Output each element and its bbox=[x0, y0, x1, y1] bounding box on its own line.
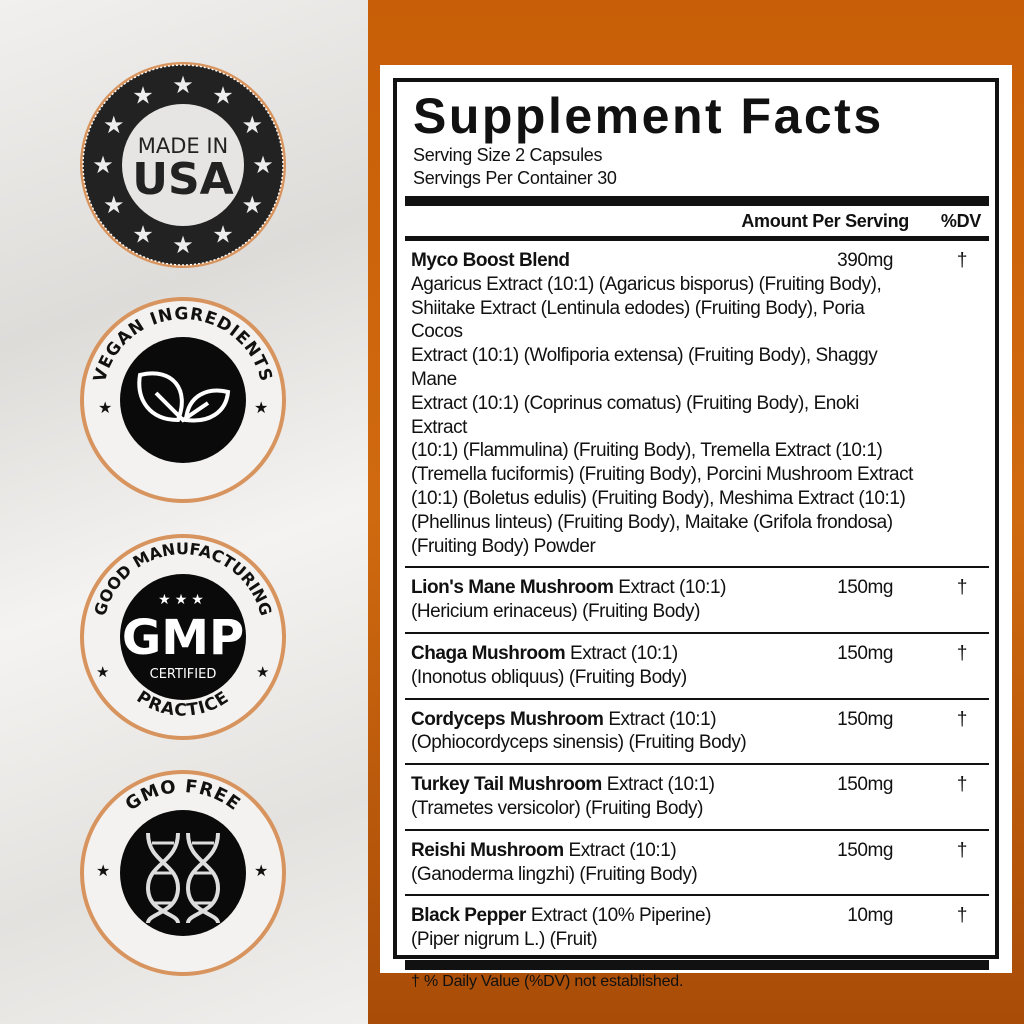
ingredient-row: Reishi Mushroom Extract (10:1) (Ganoderm… bbox=[405, 831, 989, 897]
star-icon: ★ bbox=[172, 232, 194, 259]
facts-title: Supplement Facts bbox=[413, 88, 884, 144]
ingredient-detail: (Hericium erinaceus) (Fruiting Body) bbox=[411, 601, 700, 623]
star-icon: ★ bbox=[92, 152, 114, 179]
ingredient-extract: Extract (10% Piperine) bbox=[526, 905, 712, 927]
star-icon: ★ bbox=[172, 72, 194, 99]
ingredient-row: Chaga Mushroom Extract (10:1) (Inonotus … bbox=[405, 634, 989, 700]
ingredient-amount: 150mg bbox=[837, 577, 893, 599]
made-in-usa-badge: ★ ★ ★ ★ ★ ★ ★ ★ ★ ★ ★ ★ MADE IN USA bbox=[80, 62, 286, 268]
ingredient-name: Turkey Tail Mushroom bbox=[411, 774, 602, 796]
gmp-badge: GOOD MANUFACTURING PRACTICE ★ ★ ★★★ GMP … bbox=[80, 534, 286, 740]
ingredient-dv: † bbox=[956, 839, 968, 861]
ingredient-extract: Extract (10:1) bbox=[601, 774, 715, 796]
star-icon: ★ bbox=[256, 664, 269, 681]
ingredient-amount: 390mg bbox=[837, 250, 893, 271]
ingredient-name: Cordyceps Mushroom bbox=[411, 708, 604, 730]
ingredient-extract: Extract (10:1) bbox=[603, 708, 717, 730]
star-icon: ★ bbox=[254, 863, 268, 880]
ingredient-detail: (Trametes versicolor) (Fruiting Body) bbox=[411, 797, 703, 819]
ingredient-name: Myco Boost Blend bbox=[411, 250, 570, 271]
serving-size: Serving Size 2 Capsules bbox=[413, 145, 603, 165]
ingredient-detail: (Piper nigrum L.) (Fruit) bbox=[411, 929, 598, 951]
ingredient-amount: 10mg bbox=[847, 905, 893, 927]
ingredient-detail: (Ophiocordyceps sinensis) (Fruiting Body… bbox=[411, 732, 747, 754]
ingredient-extract: Extract (10:1) bbox=[563, 839, 677, 861]
ingredient-detail: Agaricus Extract (10:1) (Agaricus bispor… bbox=[411, 273, 914, 557]
ingredient-row: Myco Boost Blend Agaricus Extract (10:1)… bbox=[405, 241, 989, 569]
ingredient-extract: Extract (10:1) bbox=[565, 642, 678, 664]
gmp-text: GMP bbox=[122, 610, 244, 666]
certified-text: CERTIFIED bbox=[150, 667, 217, 682]
ingredient-dv: † bbox=[956, 708, 968, 730]
star-icon: ★ bbox=[212, 221, 234, 248]
stars-icon: ★★★ bbox=[158, 591, 208, 607]
star-icon: ★ bbox=[132, 83, 154, 110]
dv-header: %DV bbox=[940, 211, 981, 231]
ingredient-amount: 150mg bbox=[837, 839, 893, 861]
ingredient-row: Black Pepper Extract (10% Piperine) (Pip… bbox=[405, 896, 989, 960]
amount-header: Amount Per Serving bbox=[741, 211, 909, 231]
badge-line1: MADE IN bbox=[138, 134, 229, 158]
star-icon: ★ bbox=[252, 152, 274, 179]
ingredient-name: Black Pepper bbox=[411, 905, 526, 927]
ingredient-extract: Extract (10:1) bbox=[613, 577, 726, 599]
vegan-ingredients-badge: VEGAN INGREDIENTS ★ ★ bbox=[80, 297, 286, 503]
ingredient-dv: † bbox=[956, 774, 968, 796]
ingredient-amount: 150mg bbox=[837, 708, 893, 730]
star-icon: ★ bbox=[103, 192, 125, 219]
ingredient-name: Reishi Mushroom bbox=[411, 839, 564, 861]
dna-icon bbox=[145, 832, 221, 924]
ingredient-detail: (Inonotus obliquus) (Fruiting Body) bbox=[411, 666, 687, 688]
star-icon: ★ bbox=[96, 863, 110, 880]
ingredient-row: Turkey Tail Mushroom Extract (10:1) (Tra… bbox=[405, 765, 989, 831]
badge-line2: USA bbox=[132, 154, 233, 205]
ingredient-name: Lion's Mane Mushroom bbox=[411, 577, 614, 599]
gmo-free-badge: GMO FREE ★ ★ bbox=[80, 770, 286, 976]
leaf-icon bbox=[137, 371, 231, 423]
ingredient-dv: † bbox=[956, 905, 968, 927]
star-icon: ★ bbox=[242, 192, 264, 219]
star-icon: ★ bbox=[103, 112, 125, 139]
star-icon: ★ bbox=[242, 112, 264, 139]
divider bbox=[405, 236, 989, 241]
ingredient-detail: (Ganoderma lingzhi) (Fruiting Body) bbox=[411, 863, 698, 885]
ingredient-amount: 150mg bbox=[837, 774, 893, 796]
star-icon: ★ bbox=[96, 664, 109, 681]
ingredient-dv: † bbox=[956, 250, 968, 271]
column-header: Amount Per Serving %DV bbox=[413, 206, 981, 236]
ingredient-amount: 150mg bbox=[837, 642, 893, 664]
star-icon: ★ bbox=[212, 83, 234, 110]
divider bbox=[405, 196, 989, 206]
ingredient-dv: † bbox=[956, 642, 968, 664]
servings-per-container: Servings Per Container 30 bbox=[413, 168, 617, 188]
ingredient-row: Cordyceps Mushroom Extract (10:1) (Ophio… bbox=[405, 700, 989, 766]
star-icon: ★ bbox=[132, 221, 154, 248]
star-icon: ★ bbox=[98, 400, 112, 417]
ingredient-dv: † bbox=[956, 577, 968, 599]
ingredient-name: Chaga Mushroom bbox=[411, 642, 566, 664]
ingredient-row: Lion's Mane Mushroom Extract (10:1) (Her… bbox=[405, 568, 989, 634]
supplement-facts-panel: Supplement Facts Serving Size 2 Capsules… bbox=[380, 65, 1012, 990]
star-icon: ★ bbox=[254, 400, 268, 417]
footnote: † % Daily Value (%DV) not established. bbox=[405, 959, 989, 994]
